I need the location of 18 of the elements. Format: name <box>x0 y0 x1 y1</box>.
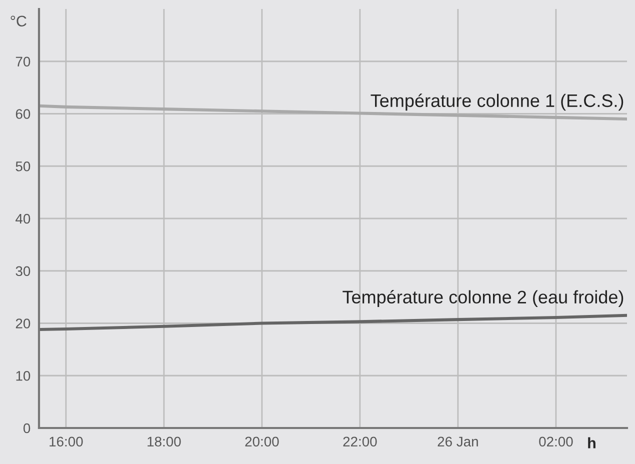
y-tick-label: 60 <box>16 109 30 119</box>
series-label: Température colonne 1 (E.C.S.) <box>370 94 624 111</box>
y-tick-label: 0 <box>23 423 30 434</box>
x-tick-label: 18:00 <box>148 436 181 447</box>
y-tick-label: 30 <box>16 266 30 276</box>
y-tick-label: 20 <box>16 318 30 328</box>
y-tick-label: 10 <box>16 370 30 381</box>
x-tick-label: 20:00 <box>245 436 279 447</box>
x-tick-label: 16:00 <box>50 436 83 447</box>
y-tick-label: 50 <box>16 161 30 172</box>
x-tick-label: 22:00 <box>343 436 377 447</box>
y-axis-title: °C <box>10 16 26 27</box>
y-tick-label: 40 <box>16 214 30 224</box>
y-tick-label: 70 <box>16 56 30 67</box>
x-tick-label: 26 Jan <box>438 436 478 447</box>
x-axis-title: h <box>588 437 596 448</box>
x-tick-label: 02:00 <box>539 436 573 447</box>
series-label: Température colonne 2 (eau froide) <box>342 290 624 308</box>
